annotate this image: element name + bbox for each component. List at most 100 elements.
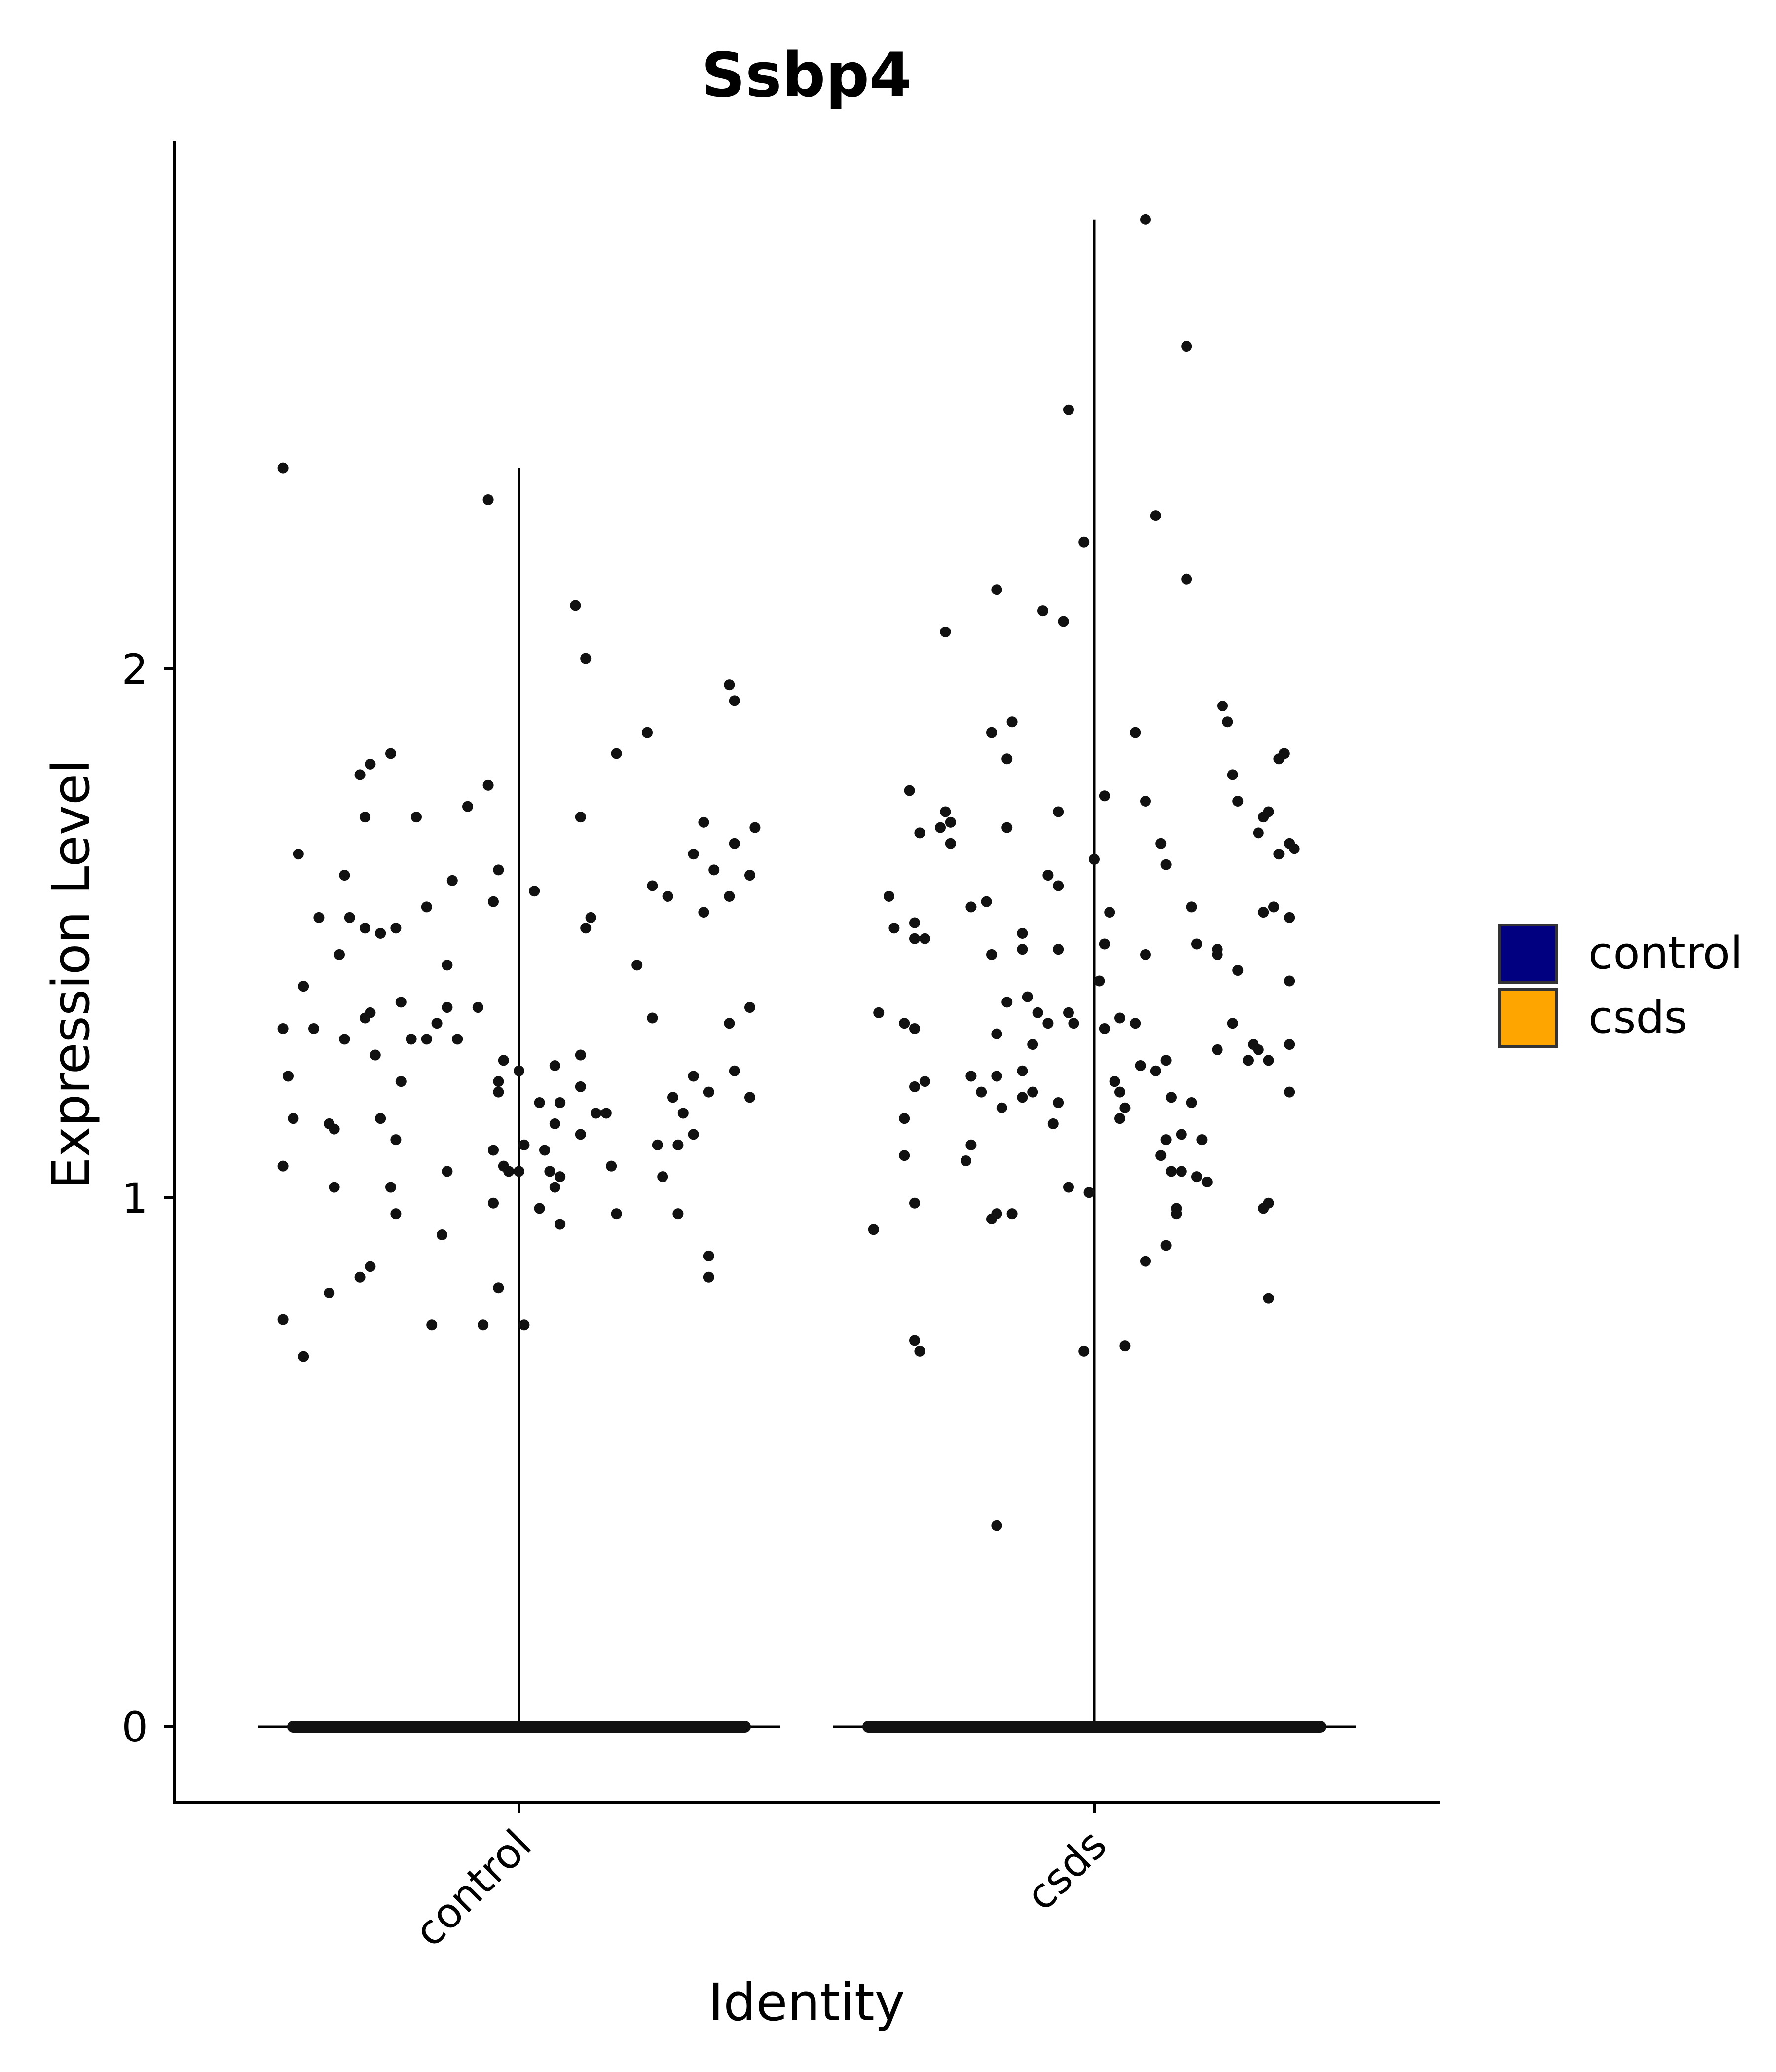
y-axis-label: Expression Level [41, 759, 101, 1189]
data-point-control [744, 1002, 755, 1013]
plot-area [258, 214, 1356, 1733]
data-point-control [283, 1071, 294, 1082]
data-point-csds [1160, 1055, 1172, 1066]
data-point-csds [1022, 991, 1033, 1002]
data-point-csds [940, 626, 951, 637]
data-point-control [518, 1319, 530, 1331]
data-point-control [575, 1049, 586, 1061]
data-point-control [482, 779, 494, 791]
data-point-csds [1201, 1176, 1213, 1187]
data-point-csds [1273, 849, 1285, 860]
data-point-csds [1176, 1166, 1187, 1177]
y-tick-label: 0 [122, 1703, 148, 1751]
data-point-csds [1114, 1086, 1125, 1098]
data-point-csds [1140, 1256, 1151, 1267]
data-point-csds [1006, 716, 1018, 728]
data-point-control [298, 1351, 309, 1362]
data-point-csds [899, 1150, 910, 1161]
chart-title: Ssbp4 [702, 40, 912, 111]
data-point-control [611, 748, 622, 759]
data-point-control [385, 1182, 396, 1193]
data-point-control [360, 1012, 370, 1024]
data-point-control [514, 1065, 524, 1076]
data-point-csds [1171, 1208, 1182, 1220]
data-point-csds [909, 1023, 920, 1034]
data-point-csds [914, 827, 925, 839]
data-point-control [688, 849, 699, 860]
legend-swatch-control [1498, 924, 1558, 984]
data-point-csds [914, 1345, 925, 1357]
data-point-csds [1155, 1150, 1167, 1161]
data-point-control [580, 653, 592, 664]
data-point-control [442, 1002, 453, 1013]
data-point-csds [873, 1007, 885, 1018]
data-point-control [390, 1208, 402, 1220]
data-point-control [672, 1139, 684, 1150]
data-point-csds [1150, 1065, 1161, 1076]
data-point-csds [1227, 769, 1238, 780]
data-point-control [703, 1086, 714, 1098]
data-point-control [421, 901, 432, 913]
data-point-control [749, 822, 761, 833]
data-point-csds [1284, 1086, 1295, 1098]
data-point-csds [1212, 949, 1223, 960]
data-point-csds [904, 785, 915, 796]
data-point-csds [1027, 1086, 1038, 1098]
data-point-control [488, 1145, 499, 1156]
x-tick-label: csds [1017, 1820, 1116, 1920]
data-point-control [360, 812, 370, 823]
data-point-csds [888, 923, 900, 934]
data-point-control [662, 890, 673, 902]
data-point-csds [1047, 1118, 1059, 1129]
data-point-csds [1114, 1113, 1125, 1124]
data-point-control [462, 801, 473, 812]
data-point-csds [1160, 1240, 1172, 1251]
data-point-control [390, 923, 402, 934]
data-point-control [729, 695, 740, 706]
x-tick-label: control [405, 1820, 541, 1956]
data-point-control [575, 1129, 586, 1140]
data-point-control [744, 870, 755, 881]
data-point-csds [1119, 1102, 1131, 1113]
data-point-csds [1181, 573, 1192, 585]
data-point-control [472, 1002, 483, 1013]
data-point-control [411, 812, 422, 823]
data-point-control [390, 1134, 402, 1146]
data-point-csds [1042, 1018, 1054, 1029]
data-point-control [575, 1081, 586, 1092]
data-point-csds [1217, 701, 1228, 712]
data-point-csds [1258, 907, 1269, 918]
data-point-control [549, 1182, 560, 1193]
data-point-csds [991, 1071, 1002, 1082]
data-point-control [606, 1160, 617, 1172]
y-tick-label: 2 [122, 645, 148, 694]
data-point-control [431, 1018, 443, 1029]
data-point-control [452, 1034, 463, 1045]
data-point-control [277, 1160, 289, 1172]
data-point-control [724, 1018, 735, 1029]
data-point-control [488, 896, 499, 907]
data-point-csds [909, 917, 920, 928]
data-point-control [493, 1086, 504, 1098]
data-point-control [446, 875, 458, 886]
data-point-csds [1089, 853, 1100, 865]
data-point-control [703, 1250, 714, 1261]
data-point-control [308, 1023, 319, 1034]
data-point-control [421, 1034, 432, 1045]
data-point-control [647, 1012, 658, 1024]
data-point-csds [1289, 843, 1300, 854]
data-point-control [329, 1123, 340, 1135]
data-point-control [277, 1023, 289, 1034]
data-point-csds [1053, 806, 1064, 817]
data-point-csds [1155, 838, 1167, 849]
data-point-csds [991, 1028, 1002, 1039]
data-point-control [324, 1287, 335, 1298]
data-point-control [688, 1071, 699, 1082]
data-point-control [426, 1319, 438, 1331]
data-point-csds [991, 584, 1002, 595]
data-point-csds [1140, 796, 1151, 807]
data-point-control [329, 1182, 340, 1193]
data-point-control [642, 727, 653, 738]
data-point-control [406, 1034, 417, 1045]
data-point-control [555, 1219, 566, 1230]
